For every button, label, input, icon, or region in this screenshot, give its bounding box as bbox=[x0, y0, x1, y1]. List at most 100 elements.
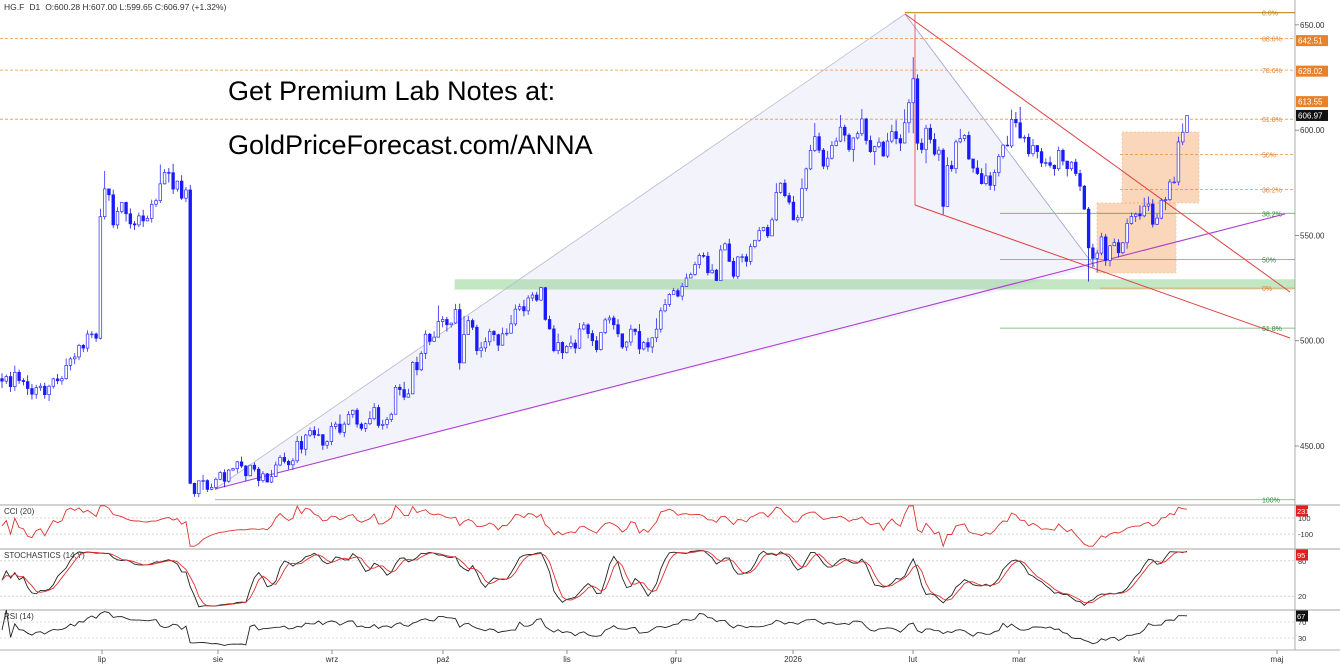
candle-body-down bbox=[898, 138, 903, 144]
candle bbox=[556, 333, 560, 355]
candle-body-down bbox=[1078, 173, 1082, 187]
candle-body-down bbox=[714, 269, 719, 281]
candle-body-up bbox=[1172, 181, 1176, 184]
candle-body-up bbox=[201, 480, 205, 482]
candle bbox=[175, 180, 180, 192]
candle bbox=[120, 201, 124, 214]
candle-body-up bbox=[466, 320, 470, 335]
candle bbox=[881, 140, 885, 157]
candle-body-down bbox=[496, 334, 500, 346]
fib-lower-label: 100% bbox=[1262, 498, 1280, 505]
candle-body-up bbox=[440, 319, 445, 322]
candle-body-up bbox=[231, 468, 235, 471]
price-axis: 650.00 600.00 550.00 500.00 450.00 642.51 628.… bbox=[1295, 21, 1328, 451]
x-tick-label: sie bbox=[213, 655, 224, 664]
candle-body-down bbox=[111, 194, 115, 226]
candle-body-down bbox=[783, 182, 787, 196]
candle bbox=[924, 124, 928, 164]
candle-body-up bbox=[607, 317, 612, 321]
candle bbox=[1009, 109, 1014, 149]
candle bbox=[389, 412, 393, 423]
candle bbox=[783, 179, 787, 198]
candle bbox=[719, 245, 723, 281]
candle bbox=[659, 307, 663, 333]
candle-body-up bbox=[1121, 242, 1125, 254]
candle bbox=[697, 253, 701, 269]
candle bbox=[419, 351, 423, 372]
candle bbox=[731, 257, 736, 279]
candle bbox=[1022, 135, 1027, 143]
candle-body-up bbox=[1146, 203, 1151, 207]
candle bbox=[171, 163, 175, 194]
fib-lower-label: 0% bbox=[1262, 286, 1272, 293]
candle bbox=[1074, 158, 1078, 177]
candle bbox=[1172, 176, 1176, 184]
candle bbox=[530, 292, 535, 302]
y-tick-label: 500.00 bbox=[1300, 337, 1325, 346]
candle-body-up bbox=[479, 347, 483, 351]
candle-body-up bbox=[197, 480, 201, 494]
candle-body-up bbox=[825, 157, 830, 167]
candle-body-down bbox=[868, 140, 873, 152]
y-tick-label: 550.00 bbox=[1300, 231, 1325, 240]
candle-body-down bbox=[881, 141, 885, 157]
candle bbox=[1065, 160, 1069, 177]
candle-body-up bbox=[1176, 141, 1181, 183]
candle-body-up bbox=[684, 277, 689, 287]
candle-body-up bbox=[624, 341, 629, 348]
candle-body-up bbox=[248, 464, 252, 477]
candle-body-up bbox=[175, 180, 180, 190]
candle bbox=[406, 388, 411, 398]
candle bbox=[1052, 164, 1057, 176]
candle bbox=[920, 138, 924, 154]
candle bbox=[1078, 169, 1082, 192]
candle bbox=[475, 324, 479, 355]
price-badge-label: 606.97 bbox=[1298, 111, 1323, 120]
candle-body-down bbox=[950, 165, 954, 170]
candle bbox=[111, 189, 115, 228]
x-tick-label: paź bbox=[437, 655, 450, 664]
candle bbox=[847, 133, 851, 152]
candle bbox=[1039, 147, 1044, 167]
candle-body-up bbox=[505, 332, 509, 335]
candle bbox=[1108, 245, 1112, 267]
candle-body-down bbox=[398, 386, 402, 390]
candle bbox=[402, 381, 406, 401]
candle bbox=[1056, 146, 1061, 171]
candle bbox=[269, 469, 274, 484]
candle bbox=[334, 421, 338, 430]
candle bbox=[898, 134, 903, 151]
candle-body-up bbox=[1001, 144, 1005, 157]
candle-body-down bbox=[894, 131, 898, 139]
candle bbox=[676, 288, 680, 298]
candle-body-down bbox=[445, 319, 449, 326]
candle-body-up bbox=[582, 324, 586, 330]
candle bbox=[77, 343, 81, 361]
candle bbox=[150, 199, 154, 223]
candle-body-up bbox=[389, 413, 393, 420]
candle bbox=[1133, 212, 1138, 222]
candle-body-down bbox=[766, 227, 770, 237]
candle bbox=[398, 384, 402, 396]
candle-body-up bbox=[757, 230, 761, 241]
candle bbox=[278, 455, 282, 467]
candle-body-up bbox=[890, 131, 894, 142]
candle-body-down bbox=[1027, 136, 1031, 155]
candle bbox=[522, 299, 526, 317]
candle bbox=[620, 333, 624, 349]
candle bbox=[689, 272, 693, 279]
candle-body-up bbox=[162, 172, 167, 185]
candle bbox=[992, 169, 997, 191]
candle bbox=[0, 373, 4, 389]
rsi-panel: RSI (14) 70 30 67 bbox=[0, 609, 1340, 646]
candle-body-down bbox=[1104, 236, 1108, 261]
candle bbox=[218, 471, 222, 481]
candle bbox=[261, 471, 265, 483]
candle bbox=[834, 137, 838, 147]
candle-body-up bbox=[719, 249, 723, 281]
candle bbox=[479, 342, 483, 358]
candle-body-up bbox=[115, 211, 120, 226]
candle-body-up bbox=[659, 310, 663, 330]
candle-body-up bbox=[642, 342, 646, 350]
candle-body-up bbox=[77, 345, 81, 358]
